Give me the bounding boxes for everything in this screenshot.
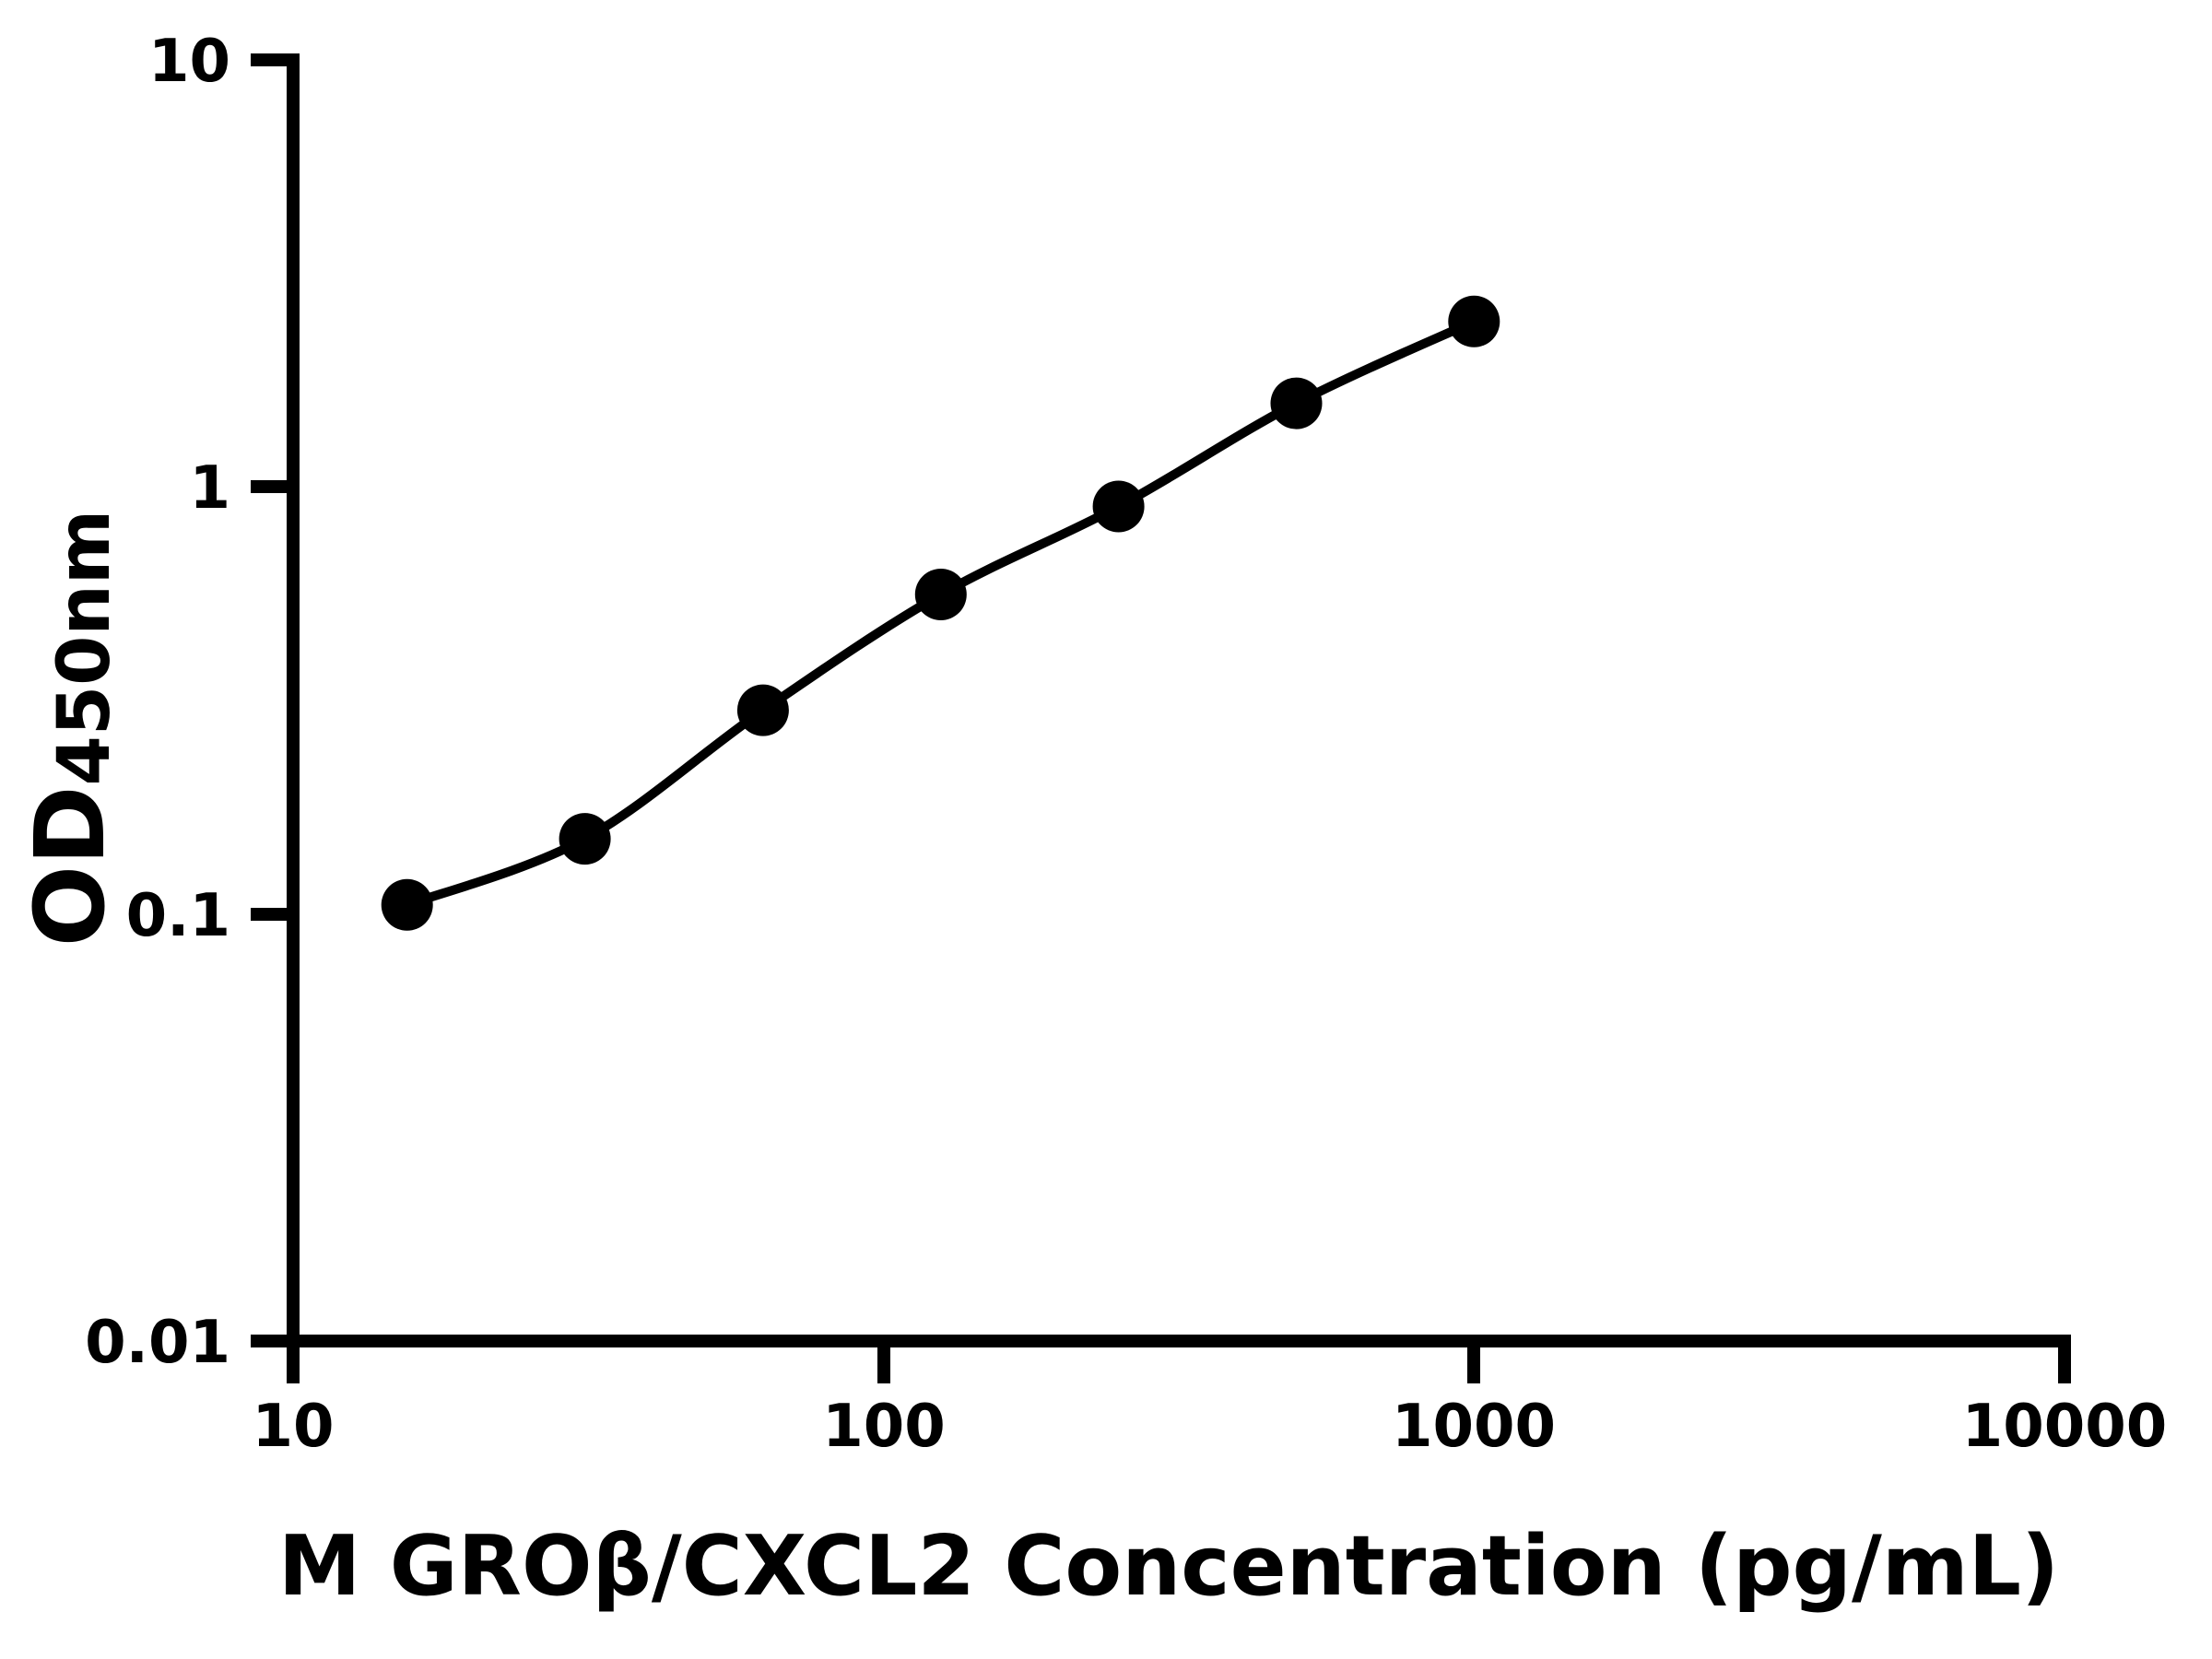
y-axis-title: OD450nm: [14, 510, 126, 947]
data-point: [914, 569, 967, 620]
x-tick-label: 10000: [1962, 1393, 2168, 1461]
y-tick-label: 0.1: [126, 882, 230, 950]
data-point: [736, 684, 789, 736]
data-point: [1270, 377, 1323, 429]
axes: 0.01 0.1 1 10 10 100 1000 10000: [85, 28, 2167, 1461]
data-point: [1092, 480, 1145, 533]
data-point: [1448, 295, 1500, 347]
x-tick-label: 1000: [1392, 1393, 1556, 1461]
data-point: [381, 878, 433, 931]
x-tick-label: 10: [252, 1393, 334, 1461]
x-tick-label: 100: [822, 1393, 946, 1461]
y-tick-label: 10: [148, 28, 230, 96]
y-title-main: OD: [14, 785, 126, 947]
data-series: [381, 295, 1500, 931]
x-axis-title: M GROβ/CXCL2 Concentration (pg/mL): [278, 1518, 2059, 1615]
y-tick-label: 0.01: [85, 1309, 230, 1377]
y-title-sub: 450nm: [43, 510, 126, 786]
data-point: [559, 813, 611, 865]
y-tick-label: 1: [189, 454, 230, 523]
